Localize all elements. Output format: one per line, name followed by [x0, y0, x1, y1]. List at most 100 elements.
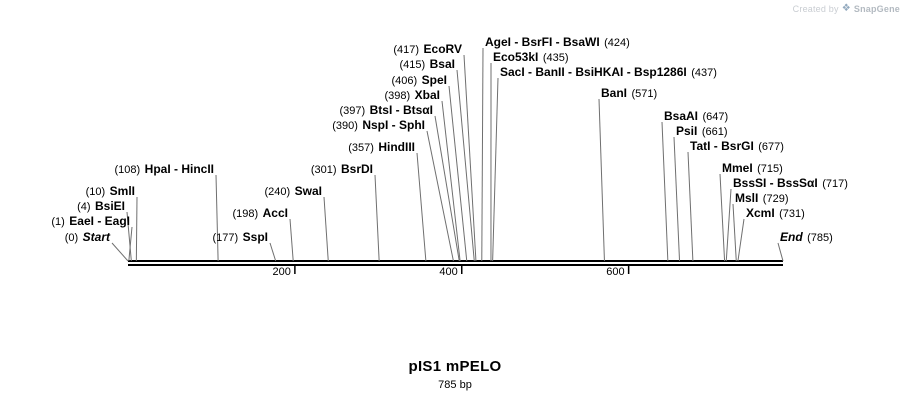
site-position: (390) — [332, 120, 358, 132]
enzyme-names: HpaI - HincII — [144, 162, 214, 176]
watermark-text: Created by — [792, 4, 839, 14]
enzyme-site-label: (198) AccI — [233, 206, 289, 221]
site-position: (357) — [348, 142, 374, 154]
site-position: (417) — [393, 44, 420, 56]
site-connector-line — [128, 226, 133, 262]
site-connector-line — [492, 77, 499, 262]
site-position: (108) — [114, 164, 141, 176]
enzyme-site-label: (397) BtsI - BtsαI — [339, 103, 433, 118]
site-connector-line — [448, 85, 468, 262]
enzyme-site-label: (301) BsrDI — [311, 162, 373, 177]
watermark-brand: SnapGene — [853, 4, 900, 14]
enzyme-names: PsiI — [676, 124, 698, 138]
site-connector-line — [732, 203, 737, 262]
enzyme-site-label: AgeI - BsrFI - BsaWI (424) — [485, 35, 630, 50]
site-connector-line — [289, 218, 294, 262]
site-connector-line — [463, 54, 477, 262]
enzyme-names: BsaAI — [664, 109, 699, 123]
site-connector-line — [215, 174, 219, 262]
enzyme-site-label: Eco53kI (435) — [493, 50, 569, 65]
watermark: Created by ❖ SnapGene — [792, 3, 900, 15]
site-position: (437) — [691, 67, 717, 79]
site-position: (406) — [391, 75, 418, 87]
enzyme-site-label: (0) Start — [65, 230, 110, 245]
site-position: (785) — [807, 232, 833, 244]
site-position: (415) — [399, 59, 426, 71]
enzyme-names: SspI — [242, 230, 268, 244]
enzyme-names: BsiEI — [94, 199, 125, 213]
site-position: (731) — [779, 208, 805, 220]
enzyme-site-label: (10) SmlI — [86, 184, 135, 199]
site-position: (729) — [762, 193, 789, 205]
enzyme-site-label: SacI - BanII - BsiHKAI - Bsp1286I (437) — [500, 65, 717, 80]
enzyme-names: BanI — [601, 86, 628, 100]
enzyme-site-label: (398) XbaI — [385, 88, 440, 103]
title-block: pIS1 mPELO 785 bp — [0, 358, 910, 391]
site-position: (397) — [339, 105, 366, 117]
enzyme-site-label: BsaAI (647) — [664, 109, 728, 124]
plasmid-length: 785 bp — [438, 379, 472, 391]
enzyme-names: Eco53kI — [493, 50, 539, 64]
site-connector-line — [269, 242, 277, 262]
enzyme-site-label: (415) BsaI — [400, 57, 456, 72]
enzyme-names: MslI — [735, 191, 759, 205]
enzyme-names: BsrDI — [340, 162, 373, 176]
site-position: (677) — [758, 141, 784, 153]
enzyme-site-label: BanI (571) — [601, 86, 657, 101]
site-connector-line — [135, 196, 138, 262]
enzyme-site-label: (406) SpeI — [392, 73, 447, 88]
enzyme-names: EaeI - EagI — [69, 214, 130, 228]
enzyme-names: End — [780, 230, 803, 244]
site-position: (571) — [631, 88, 658, 100]
site-position: (198) — [232, 208, 259, 220]
scale-tick-label: 200 — [272, 266, 291, 278]
site-position: (0) — [64, 232, 79, 244]
site-position: (240) — [264, 186, 291, 198]
enzyme-site-label: (1) EaeI - EagI — [51, 214, 130, 229]
enzyme-site-label: (240) SwaI — [265, 184, 323, 199]
site-connector-line — [598, 98, 605, 262]
enzyme-site-label: (417) EcoRV — [393, 42, 462, 57]
enzyme-names: XcmI — [746, 206, 775, 220]
enzyme-site-label: XcmI (731) — [746, 206, 805, 221]
enzyme-names: SmlI — [109, 184, 135, 198]
site-connector-line — [737, 218, 745, 262]
site-connector-line — [426, 130, 454, 262]
plasmid-name: pIS1 mPELO — [408, 358, 502, 375]
enzyme-site-label: (4) BsiEI — [77, 199, 125, 214]
site-connector-line — [777, 242, 784, 262]
site-connector-line — [441, 100, 461, 262]
enzyme-names: AccI — [262, 206, 288, 220]
site-connector-line — [126, 211, 132, 262]
enzyme-names: SpeI — [421, 73, 447, 87]
enzyme-site-label: BssSI - BssSαI (717) — [733, 176, 848, 191]
site-connector-line — [111, 242, 129, 262]
site-position: (435) — [542, 52, 569, 64]
enzyme-site-label: MslI (729) — [735, 191, 788, 206]
site-position: (647) — [702, 111, 729, 123]
site-connector-line — [687, 151, 694, 262]
enzyme-names: AgeI - BsrFI - BsaWI — [485, 35, 600, 49]
enzyme-names: BsaI — [429, 57, 455, 71]
site-connector-line — [416, 152, 427, 262]
enzyme-names: XbaI — [414, 88, 440, 102]
site-connector-line — [725, 188, 732, 262]
site-position: (715) — [757, 163, 783, 175]
site-position: (661) — [701, 126, 728, 138]
site-position: (424) — [604, 37, 630, 49]
scale-tick-label: 600 — [606, 266, 625, 278]
snapgene-logo-icon: ❖ — [841, 3, 851, 14]
site-position: (177) — [212, 232, 239, 244]
site-connector-line — [434, 115, 460, 262]
enzyme-names: BssSI - BssSαI — [733, 176, 818, 190]
enzyme-names: NspI - SphI — [362, 118, 425, 132]
enzyme-names: MmeI — [722, 161, 753, 175]
site-position: (717) — [822, 178, 848, 190]
enzyme-site-label: PsiI (661) — [676, 124, 728, 139]
site-connector-line — [323, 196, 329, 262]
enzyme-names: SacI - BanII - BsiHKAI - Bsp1286I — [500, 65, 687, 79]
site-position: (301) — [310, 164, 337, 176]
site-connector-line — [673, 136, 681, 262]
